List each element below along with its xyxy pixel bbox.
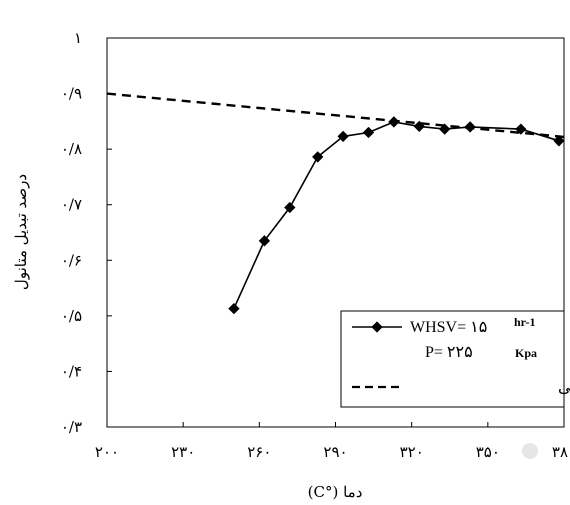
y-tick-label: ۰/۸ [61,140,82,158]
x-tick-label: ۳۵۰ [476,443,500,461]
legend-entry-whsv-unit: hr-1 [514,315,536,329]
data-point-diamond [312,151,324,163]
legend-entry-pressure: P= ۲۲۵ [425,344,473,361]
x-tick-label: ۲۰۰ [95,443,119,461]
series-conversion-line [233,121,560,309]
y-tick-label: ۱ [74,29,82,47]
legend-entry-pressure-unit: Kpa [515,346,537,360]
y-tick-label: ۰/۴ [61,362,82,380]
legend-entry-whsv: WHSV= ۱۵ [410,319,487,336]
y-axis-ticks: ۰/۳ ۰/۴ ۰/۵ ۰/۶ ۰/۷ ۰/۸ ۰/۹ ۱ [61,29,112,436]
legend-marker-diamond [371,321,383,333]
data-point-diamond [362,126,375,139]
series-layer [106,92,565,315]
x-axis-title: دما (°C) [308,483,363,501]
legend: WHSV= ۱۵ hr-1 P= ۲۲۵ Kpa درصد تبدیل تعاد… [340,310,570,408]
data-point-diamond [553,135,565,147]
x-tick-label: ۲۶۰ [247,443,271,461]
x-tick-label: ۳۸۰ [552,443,570,461]
y-tick-label: ۰/۵ [61,307,82,325]
x-tick-label: ۲۹۰ [323,443,347,461]
legend-entry-equilibrium: درصد تبدیل تعادلی [558,379,570,396]
x-tick-label: ۲۳۰ [171,443,195,461]
series-equilibrium-line [106,92,565,139]
data-point-diamond [284,201,296,214]
y-tick-label: ۰/۳ [61,418,82,436]
data-point-diamond [228,302,240,315]
y-tick-label: ۰/۶ [61,251,82,269]
x-axis-ticks: ۲۰۰ ۲۳۰ ۲۶۰ ۲۹۰ ۳۲۰ ۳۵۰ ۳۸۰ [95,422,570,461]
watermark-dot [522,443,538,459]
y-tick-label: ۰/۷ [61,196,82,214]
x-tick-label: ۳۲۰ [400,443,424,461]
y-tick-label: ۰/۹ [61,85,82,103]
y-axis-title: درصد تبدیل متانول [12,174,30,290]
data-point-diamond [337,130,349,143]
data-point-diamond [258,235,271,247]
